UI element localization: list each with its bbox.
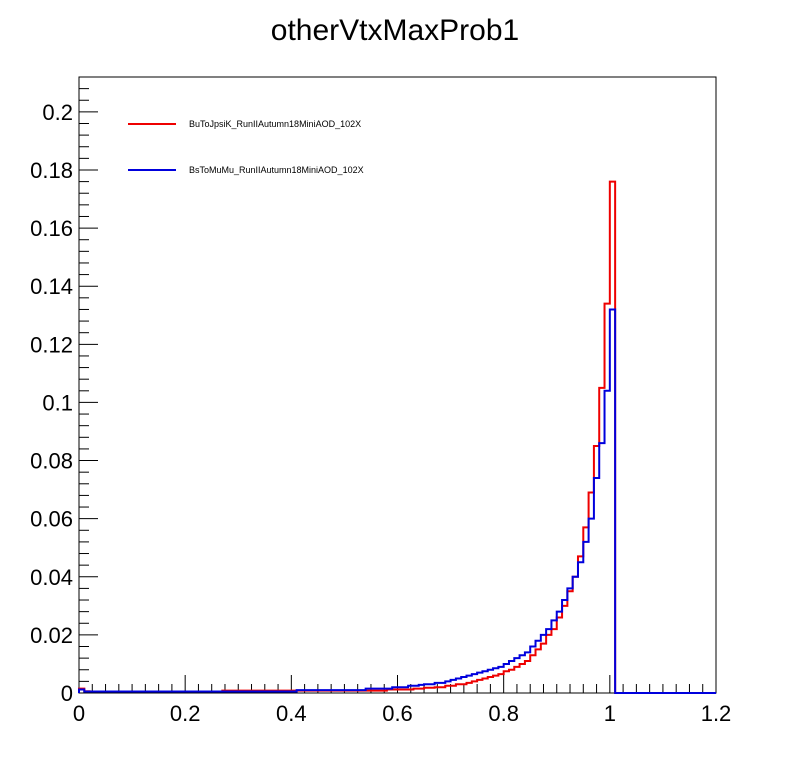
y-tick-label: 0.06 xyxy=(30,507,73,532)
y-tick-label: 0.2 xyxy=(42,100,73,125)
y-tick-label: 0 xyxy=(61,681,73,706)
chart-title: otherVtxMaxProb1 xyxy=(271,14,519,47)
x-tick-label: 0.6 xyxy=(382,701,413,726)
x-tick-label: 0.8 xyxy=(488,701,519,726)
legend: BuToJpsiK_RunIIAutumn18MiniAOD_102X BsToM… xyxy=(128,119,364,175)
y-tick-label: 0.02 xyxy=(30,623,73,648)
y-tick-label: 0.1 xyxy=(42,390,73,415)
x-tick-label: 1.2 xyxy=(701,701,732,726)
y-tick-label: 0.14 xyxy=(30,274,73,299)
x-tick-label: 0.4 xyxy=(276,701,307,726)
legend-label-2: BsToMuMu_RunIIAutumn18MiniAOD_102X xyxy=(189,165,364,175)
x-tick-label: 0.2 xyxy=(170,701,201,726)
x-tick-label: 1 xyxy=(604,701,616,726)
series-layer xyxy=(78,180,716,694)
x-axis: 0 0.2 0.4 0.6 0.8 1 1.2 xyxy=(73,675,731,726)
legend-label-1: BuToJpsiK_RunIIAutumn18MiniAOD_102X xyxy=(189,119,361,129)
y-tick-label: 0.08 xyxy=(30,449,73,474)
y-tick-label: 0.12 xyxy=(30,332,73,357)
y-tick-label: 0.04 xyxy=(30,565,73,590)
y-tick-label: 0.18 xyxy=(30,158,73,183)
series-line-2 xyxy=(78,308,716,694)
y-tick-label: 0.16 xyxy=(30,216,73,241)
y-axis: 0 0.02 0.04 0.06 0.08 0.1 0.12 0.14 0.16 0.18 0.2 xyxy=(30,76,98,706)
x-tick-label: 0 xyxy=(73,701,85,726)
